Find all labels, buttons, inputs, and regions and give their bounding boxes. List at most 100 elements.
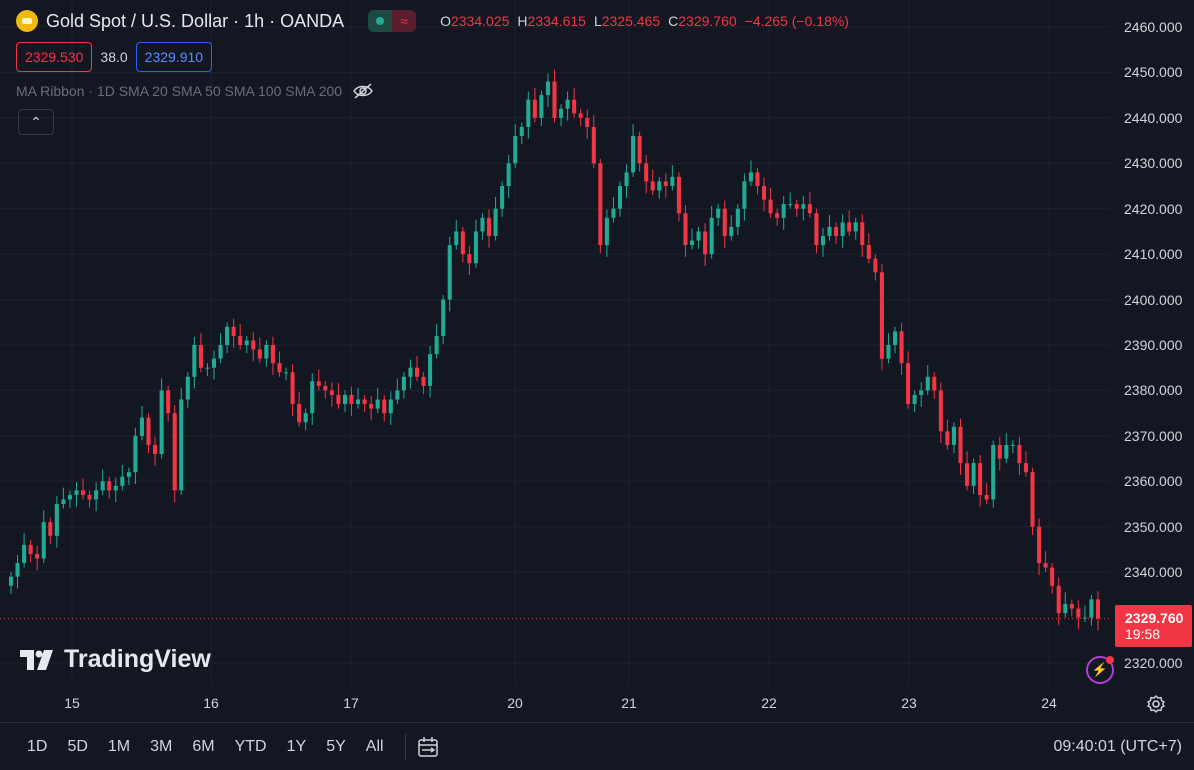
candle-down (323, 385, 328, 391)
candle-up (100, 481, 105, 491)
time-tick-label: 20 (507, 695, 523, 711)
time-tick-label: 23 (901, 695, 917, 711)
candle-up (480, 217, 485, 232)
candle-up (617, 186, 623, 209)
candle-up (67, 494, 72, 500)
candle-up (493, 208, 498, 236)
candle-up (892, 331, 898, 345)
candle-down (683, 213, 688, 246)
candle-up (1063, 603, 1068, 614)
clock-timezone[interactable]: 09:40:01 (UTC+7) (1053, 737, 1182, 755)
price-axis[interactable]: 2460.000 2450.000 2440.000 2430.000 2420.000… (1110, 0, 1194, 685)
range-button-1d[interactable]: 1D (27, 737, 48, 755)
sell-button[interactable]: 2329.530 (16, 42, 93, 72)
candle-down (703, 231, 708, 255)
symbol-legend: Gold Spot / U.S. Dollar · 1h · OANDA ≈ O… (16, 10, 849, 32)
market-open-icon (368, 10, 393, 32)
candle-down (906, 363, 911, 405)
candle-down (879, 272, 884, 359)
range-button-5y[interactable]: 5Y (326, 737, 346, 755)
candle-up (473, 231, 478, 264)
indicator-legend[interactable]: MA Ribbon · 1D SMA 20 SMA 50 SMA 100 SMA… (16, 82, 374, 100)
candle-up (401, 376, 406, 391)
candle-down (578, 113, 583, 118)
symbol-title[interactable]: Gold Spot / U.S. Dollar · 1h · OANDA (46, 10, 345, 31)
candle-down (1069, 603, 1074, 609)
candle-down (938, 390, 943, 432)
range-button-1m[interactable]: 1M (107, 737, 131, 755)
trade-prices: 2329.530 38.0 2329.910 (16, 42, 213, 72)
candle-down (35, 553, 40, 559)
chart-area[interactable] (0, 0, 1110, 685)
collapse-legend-button[interactable]: ⌃ (18, 109, 54, 135)
candle-down (467, 254, 472, 264)
price-tick-label: 2340.000 (1124, 564, 1183, 581)
bolt-icon[interactable]: ⚡ (1086, 656, 1114, 684)
candle-down (486, 217, 492, 236)
candle-up (689, 240, 695, 246)
candlestick-plot[interactable] (0, 0, 1110, 685)
candle-up (454, 231, 459, 246)
buy-button[interactable]: 2329.910 (135, 42, 213, 72)
candle-down (87, 494, 92, 500)
price-tick-label: 2430.000 (1124, 155, 1183, 172)
gold-coin-icon (16, 10, 38, 32)
candle-down (316, 381, 321, 386)
candle-down (1043, 563, 1048, 568)
calendar-range-icon[interactable] (416, 735, 440, 759)
candle-down (965, 463, 970, 486)
candle-down (460, 231, 465, 255)
candle-down (231, 326, 236, 336)
candle-up (788, 204, 793, 206)
candle-up (303, 413, 308, 423)
candle-up (211, 358, 217, 368)
candle-down (794, 204, 799, 209)
range-button-all[interactable]: All (365, 737, 384, 755)
candle-up (716, 208, 721, 218)
price-tick-label: 2350.000 (1124, 518, 1183, 535)
spread-value: 38.0 (100, 49, 128, 65)
candle-up (500, 186, 505, 209)
candle-down (270, 345, 275, 364)
candle-up (283, 372, 289, 374)
range-button-1y[interactable]: 1Y (286, 737, 307, 755)
time-tick-label: 24 (1041, 695, 1057, 711)
candle-down (277, 363, 282, 373)
time-axis[interactable]: 15 16 17 20 21 22 23 24 (0, 685, 1110, 720)
range-button-ytd[interactable]: YTD (234, 737, 267, 755)
candle-down (1050, 567, 1055, 586)
candle-up (375, 399, 380, 409)
change-value: −4.265 (−0.18%) (744, 13, 849, 29)
candle-up (624, 172, 629, 186)
candle-up (781, 204, 786, 218)
bottom-toolbar: 1D 5D 1M 3M 6M YTD 1Y 5Y All 09:40:01 (UTC+7) (0, 722, 1194, 770)
price-tick-label: 2380.000 (1124, 382, 1183, 399)
time-tick-label: 21 (621, 695, 637, 711)
range-button-6m[interactable]: 6M (192, 737, 215, 755)
candle-up (94, 490, 99, 500)
candle-up (1010, 444, 1015, 446)
candle-down (146, 417, 151, 445)
candle-down (997, 444, 1002, 459)
range-button-5d[interactable]: 5D (67, 737, 88, 755)
candle-down (958, 426, 963, 464)
candle-down (382, 399, 387, 414)
candle-up (264, 345, 269, 359)
range-button-3m[interactable]: 3M (150, 737, 173, 755)
candle-down (172, 413, 177, 491)
candle-up (886, 345, 891, 359)
candle-up (434, 335, 439, 355)
time-tick-label: 22 (761, 695, 777, 711)
candle-up (735, 208, 740, 227)
indicator-wave-icon: ≈ (392, 10, 417, 32)
candle-down (847, 222, 852, 232)
price-tick-label: 2360.000 (1124, 473, 1183, 490)
candle-up (925, 376, 930, 391)
gear-icon[interactable] (1146, 694, 1166, 714)
eye-crossed-icon[interactable] (352, 82, 374, 100)
candle-down (1056, 585, 1061, 614)
candle-down (1076, 608, 1081, 618)
candle-down (349, 394, 354, 405)
market-status-pill[interactable]: ≈ (368, 10, 417, 32)
price-tick-label: 2450.000 (1124, 64, 1183, 81)
